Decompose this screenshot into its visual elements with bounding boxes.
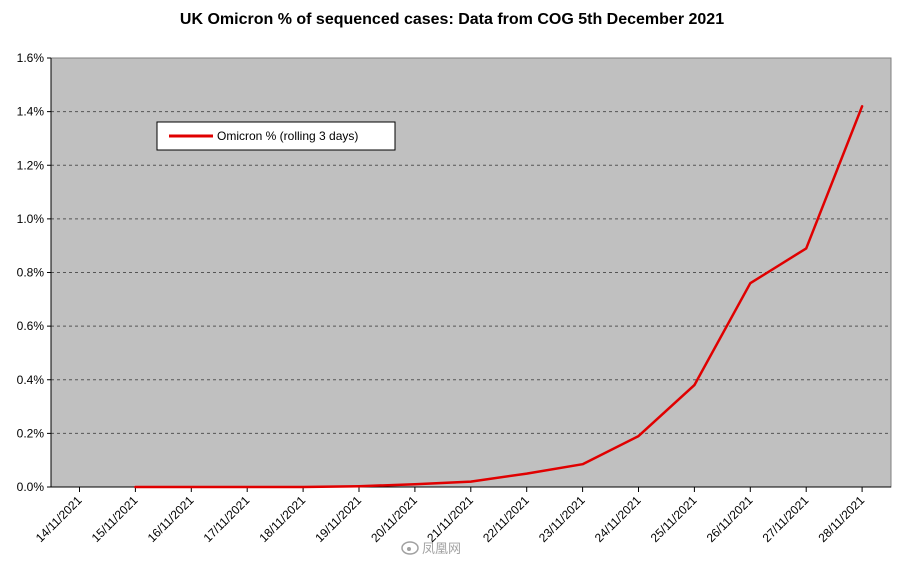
x-tick-label: 21/11/2021 <box>424 493 476 545</box>
x-tick-label: 25/11/2021 <box>648 493 700 545</box>
x-tick-label: 27/11/2021 <box>760 493 812 545</box>
y-tick-label: 1.2% <box>17 158 45 172</box>
y-tick-label: 1.6% <box>17 51 45 65</box>
gridlines <box>51 111 891 434</box>
y-axis: 0.0% 0.2% 0.4% 0.6% 0.8% 1.0% 1.2% 1.4% 1.6% <box>17 51 52 494</box>
y-tick-label: 0.6% <box>17 319 45 333</box>
weibo-icon <box>401 541 419 555</box>
y-tick-label: 0.8% <box>17 266 45 280</box>
x-tick-label: 20/11/2021 <box>368 493 420 545</box>
x-tick-label: 26/11/2021 <box>704 493 756 545</box>
series-lines <box>134 105 864 489</box>
y-tick-label: 1.0% <box>17 212 45 226</box>
x-tick-label: 24/11/2021 <box>592 493 644 545</box>
x-tick-label: 28/11/2021 <box>815 493 867 545</box>
y-tick-label: 1.4% <box>17 105 45 119</box>
x-tick-label: 18/11/2021 <box>256 493 308 545</box>
watermark-text: 凤凰网 <box>422 542 461 557</box>
x-tick-label: 17/11/2021 <box>201 493 253 545</box>
watermark: 凤凰网 <box>401 541 461 557</box>
y-tick-label: 0.4% <box>17 373 45 387</box>
x-tick-label: 16/11/2021 <box>145 493 197 545</box>
x-tick-label: 22/11/2021 <box>480 493 532 545</box>
series-line <box>134 105 864 489</box>
x-tick-label: 14/11/2021 <box>33 493 85 545</box>
y-tick-label: 0.2% <box>17 426 45 440</box>
legend: Omicron % (rolling 3 days) <box>156 121 396 151</box>
x-axis: 14/11/2021 15/11/2021 16/11/2021 17/11/2021… <box>33 486 891 545</box>
x-tick-label: 15/11/2021 <box>89 493 141 545</box>
x-tick-label: 19/11/2021 <box>312 493 364 545</box>
legend-label: Omicron % (rolling 3 days) <box>217 129 358 143</box>
y-tick-label: 0.0% <box>17 480 45 494</box>
chart-title: UK Omicron % of sequenced cases: Data fr… <box>180 11 724 28</box>
x-tick-label: 23/11/2021 <box>536 493 588 545</box>
